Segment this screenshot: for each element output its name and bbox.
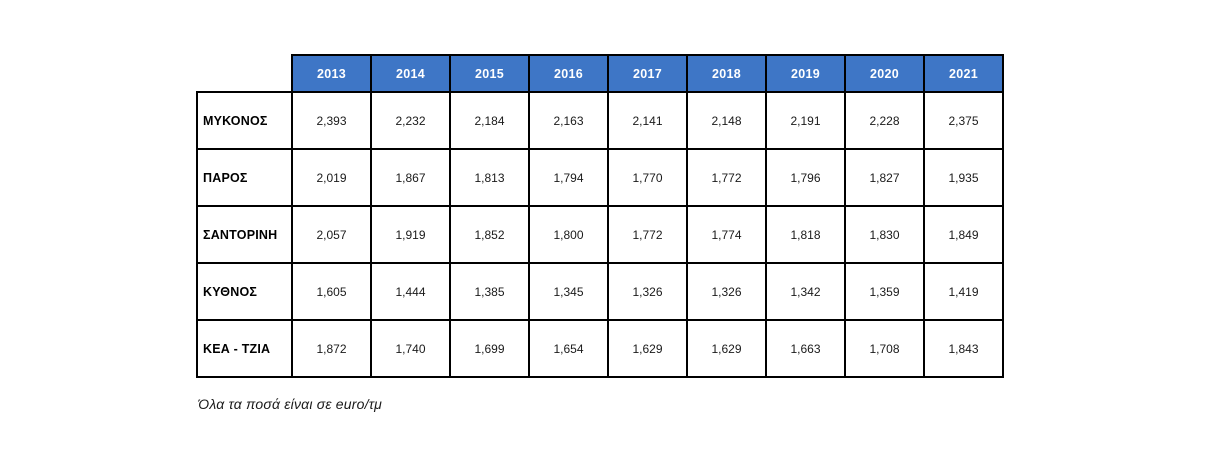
cell: 1,342 <box>765 262 846 321</box>
row-label: ΜΥΚΟΝΟΣ <box>196 91 293 150</box>
cell: 1,849 <box>923 205 1004 264</box>
year-header-2013: 2013 <box>291 54 372 93</box>
header-row: 2013 2014 2015 2016 2017 2018 2019 2020 … <box>197 54 1004 93</box>
cell: 1,774 <box>686 205 767 264</box>
table-row-santorini: ΣΑΝΤΟΡΙΝΗ 2,057 1,919 1,852 1,800 1,772 … <box>196 205 1004 264</box>
cell: 2,191 <box>765 91 846 150</box>
cell: 1,326 <box>607 262 688 321</box>
cell: 1,708 <box>844 319 925 378</box>
year-header-2019: 2019 <box>765 54 846 93</box>
cell: 2,232 <box>370 91 451 150</box>
table-row-paros: ΠΑΡΟΣ 2,019 1,867 1,813 1,794 1,770 1,77… <box>196 148 1004 207</box>
table-row-kythnos: ΚΥΘΝΟΣ 1,605 1,444 1,385 1,345 1,326 1,3… <box>196 262 1004 321</box>
cell: 1,326 <box>686 262 767 321</box>
cell: 1,772 <box>607 205 688 264</box>
cell: 1,818 <box>765 205 846 264</box>
cell: 1,444 <box>370 262 451 321</box>
cell: 1,794 <box>528 148 609 207</box>
cell: 2,148 <box>686 91 767 150</box>
cell: 1,699 <box>449 319 530 378</box>
cell: 1,843 <box>923 319 1004 378</box>
year-header-2016: 2016 <box>528 54 609 93</box>
year-header-2020: 2020 <box>844 54 925 93</box>
year-header-2017: 2017 <box>607 54 688 93</box>
row-label: ΠΑΡΟΣ <box>196 148 293 207</box>
cell: 1,770 <box>607 148 688 207</box>
cell: 1,419 <box>923 262 1004 321</box>
cell: 1,867 <box>370 148 451 207</box>
cell: 2,057 <box>291 205 372 264</box>
island-price-table: 2013 2014 2015 2016 2017 2018 2019 2020 … <box>196 54 1004 378</box>
year-header-2015: 2015 <box>449 54 530 93</box>
cell: 1,629 <box>607 319 688 378</box>
cell: 1,852 <box>449 205 530 264</box>
cell: 2,141 <box>607 91 688 150</box>
cell: 1,919 <box>370 205 451 264</box>
row-label: ΚΕΑ - ΤΖΙΑ <box>196 319 293 378</box>
cell: 1,605 <box>291 262 372 321</box>
cell: 1,663 <box>765 319 846 378</box>
cell: 2,184 <box>449 91 530 150</box>
cell: 1,385 <box>449 262 530 321</box>
cell: 2,393 <box>291 91 372 150</box>
cell: 1,830 <box>844 205 925 264</box>
table-row-kea-tzia: ΚΕΑ - ΤΖΙΑ 1,872 1,740 1,699 1,654 1,629… <box>196 319 1004 378</box>
table-row-mykonos: ΜΥΚΟΝΟΣ 2,393 2,232 2,184 2,163 2,141 2,… <box>196 91 1004 150</box>
row-label: ΚΥΘΝΟΣ <box>196 262 293 321</box>
cell: 1,629 <box>686 319 767 378</box>
cell: 2,163 <box>528 91 609 150</box>
cell: 1,935 <box>923 148 1004 207</box>
units-footnote: Όλα τα ποσά είναι σε euro/τμ <box>198 396 383 412</box>
cell: 1,796 <box>765 148 846 207</box>
corner-cell <box>197 55 292 92</box>
cell: 1,359 <box>844 262 925 321</box>
year-header-2018: 2018 <box>686 54 767 93</box>
cell: 2,375 <box>923 91 1004 150</box>
cell: 2,019 <box>291 148 372 207</box>
cell: 2,228 <box>844 91 925 150</box>
row-label: ΣΑΝΤΟΡΙΝΗ <box>196 205 293 264</box>
cell: 1,772 <box>686 148 767 207</box>
cell: 1,740 <box>370 319 451 378</box>
year-header-2014: 2014 <box>370 54 451 93</box>
year-header-2021: 2021 <box>923 54 1004 93</box>
cell: 1,345 <box>528 262 609 321</box>
cell: 1,800 <box>528 205 609 264</box>
cell: 1,827 <box>844 148 925 207</box>
cell: 1,872 <box>291 319 372 378</box>
cell: 1,654 <box>528 319 609 378</box>
cell: 1,813 <box>449 148 530 207</box>
